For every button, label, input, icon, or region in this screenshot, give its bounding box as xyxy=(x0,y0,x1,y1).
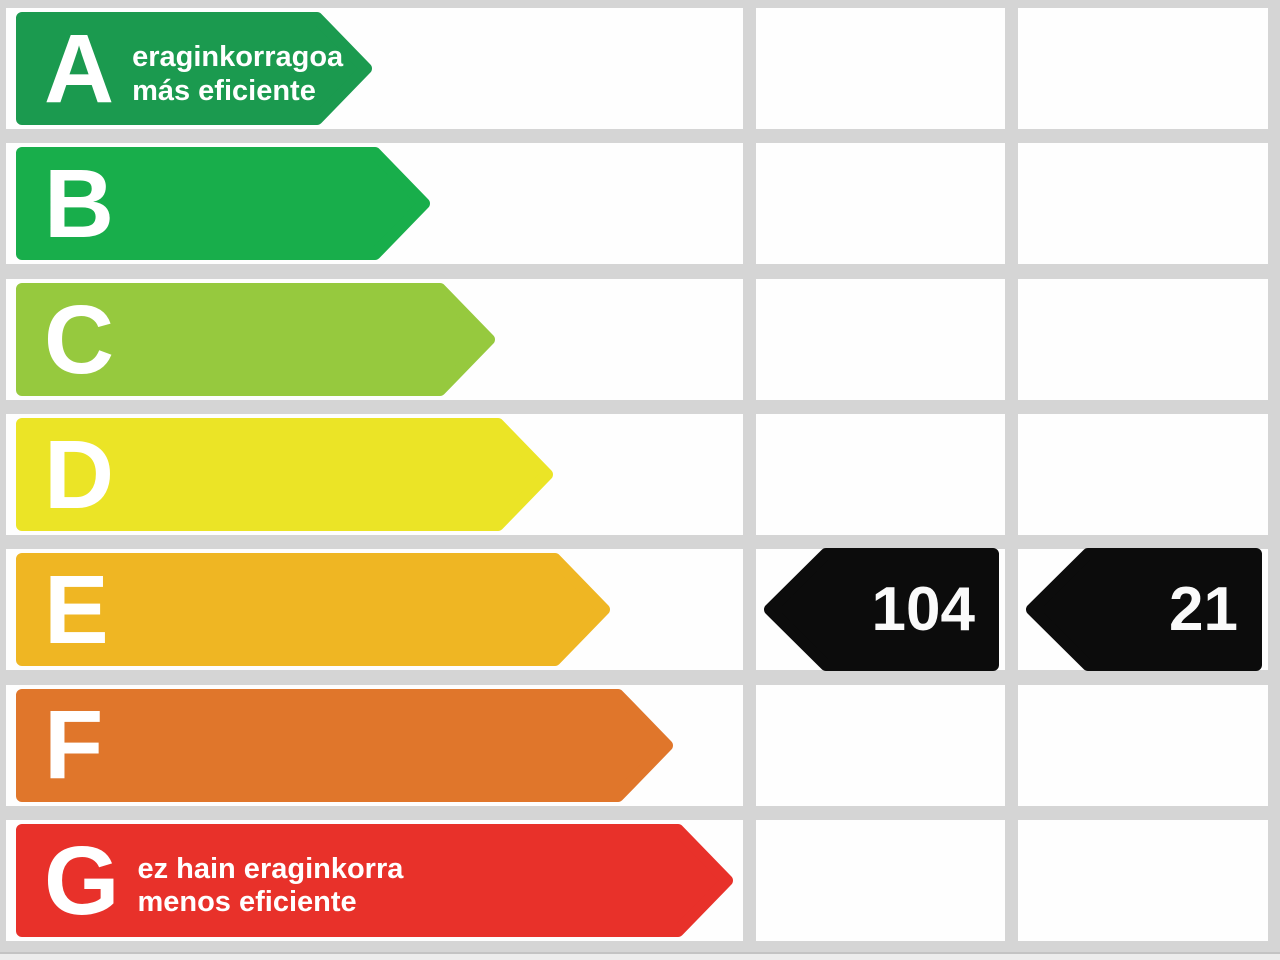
rating-bar-arrow-icon xyxy=(16,553,610,667)
rating-bar-A-labels: eraginkorragoa más eficiente xyxy=(132,41,343,109)
value-arrow-104: 104 xyxy=(764,548,999,672)
value-text-primary: 104 xyxy=(871,574,975,644)
grade-letter-F: F xyxy=(44,690,105,800)
grid-cell-A-col2 xyxy=(756,8,1005,129)
grid-cell-D-col3 xyxy=(1018,413,1268,535)
rating-bar-F: F xyxy=(16,688,673,802)
rating-bar-C-content: C xyxy=(16,283,495,396)
rating-bar-B: B xyxy=(16,147,430,261)
value-text-secondary: 21 xyxy=(1169,574,1238,644)
value-arrow-icon xyxy=(1026,548,1262,672)
rating-bar-arrow-icon xyxy=(16,12,372,125)
rating-bar-E: E xyxy=(16,553,610,667)
grade-letter-B: B xyxy=(44,149,116,259)
rating-bar-G-label-line2: menos eficiente xyxy=(137,886,357,919)
rating-bar-arrow-icon xyxy=(16,823,733,937)
grid-cell-A-col3 xyxy=(1018,8,1268,129)
value-arrow-21: 21 xyxy=(1026,548,1262,672)
rating-bar-B-content: B xyxy=(16,147,430,260)
rating-bar-arrow-icon xyxy=(16,147,430,261)
grade-letter-G: G xyxy=(44,825,121,935)
rating-bar-D: D xyxy=(16,417,553,531)
rating-bar-arrow-icon xyxy=(16,688,673,802)
rating-bar-arrow-icon xyxy=(16,417,553,531)
grid-cell-F-col2 xyxy=(756,684,1005,806)
rating-bar-arrow-icon xyxy=(16,282,495,396)
grid-cell-C-col3 xyxy=(1018,278,1268,400)
grid-cell-G-col2 xyxy=(756,819,1005,941)
value-arrow-icon xyxy=(764,548,999,672)
rating-bar-G-labels: ez hain eraginkorra menos eficiente xyxy=(137,853,403,921)
rating-bar-C: C xyxy=(16,282,495,396)
bottom-strip xyxy=(0,952,1280,960)
grid-cell-D-col2 xyxy=(756,413,1005,535)
grade-letter-E: E xyxy=(44,555,110,665)
rating-bar-G-label-line1: ez hain eraginkorra xyxy=(137,852,404,885)
grade-letter-D: D xyxy=(44,419,116,529)
grid-cell-C-col2 xyxy=(756,278,1005,400)
rating-bar-F-content: F xyxy=(16,689,673,802)
grid-cell-B-col3 xyxy=(1018,143,1268,265)
rating-bar-A-label-line1: eraginkorragoa xyxy=(132,40,344,73)
rating-bar-D-content: D xyxy=(16,418,553,531)
rating-bar-A-label-line2: más eficiente xyxy=(132,74,316,107)
rating-bar-E-content: E xyxy=(16,553,610,666)
grid-cell-B-col2 xyxy=(756,143,1005,265)
grade-letter-A: A xyxy=(44,13,116,123)
grade-letter-C: C xyxy=(44,284,116,394)
grid-cell-F-col3 xyxy=(1018,684,1268,806)
grid-cell-G-col3 xyxy=(1018,819,1268,941)
